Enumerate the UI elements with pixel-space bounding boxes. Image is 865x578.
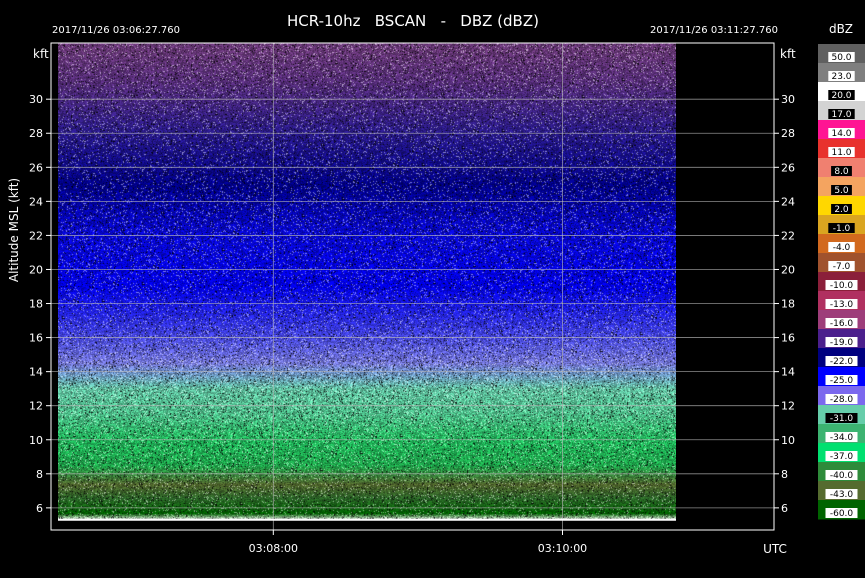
colorbar-label: -10.0 [830,281,854,291]
y-tick-label: 16 [29,332,43,345]
colorbar-label-bg [828,71,855,81]
chart-title: HCR-10hz BSCAN - DBZ (dBZ) [287,12,539,30]
x-unit-label: UTC [763,542,787,556]
y-tick-label: 12 [29,400,43,413]
colorbar-label-bg [828,147,855,157]
colorbar-label-bg [825,280,858,290]
colorbar-label-bg [825,394,858,404]
colorbar-label: 14.0 [831,129,851,139]
y-tick-label: 22 [781,229,795,242]
colorbar: 50.0 23.0 20.0 17.0 14.0 11.0 8.0 5.0 2.0 -1.0 -4.… [818,44,865,520]
y-tick-label: 20 [29,263,43,276]
y-tick-label: 26 [781,161,795,174]
y-tick-label: 24 [29,195,43,208]
y-tick-label: 6 [36,502,43,515]
y-tick-label: 30 [29,93,43,106]
colorbar-label-bg [825,508,858,518]
colorbar-label-bg [828,223,855,233]
y-tick-label: 18 [781,298,795,311]
y-axis-right: 6 8 10 12 14 16 18 20 22 24 26 28 30 [774,93,795,515]
start-time: 2017/11/26 03:06:27.760 [52,25,180,36]
colorbar-label-bg [825,432,858,442]
y-axis-left: 6 8 10 12 14 16 18 20 22 24 26 28 30 [29,93,51,515]
colorbar-label-bg [825,318,858,328]
colorbar-label-bg [825,489,858,499]
colorbar-label: -28.0 [830,395,854,405]
colorbar-label: -16.0 [830,319,854,329]
y-tick-label: 8 [781,468,788,481]
colorbar-label: -19.0 [830,338,854,348]
colorbar-label: -25.0 [830,376,854,386]
y-tick-label: 18 [29,298,43,311]
colorbar-title: dBZ [829,22,853,36]
y-tick-label: 14 [781,366,795,379]
colorbar-label: 5.0 [834,186,849,196]
y-tick-label: 14 [29,366,43,379]
y-tick-label: 28 [29,127,43,140]
colorbar-label: -7.0 [833,262,851,272]
colorbar-label-bg [831,166,852,176]
colorbar-label: 50.0 [831,53,851,63]
colorbar-label: -13.0 [830,300,854,310]
colorbar-label: 23.0 [831,72,851,82]
colorbar-label-bg [825,299,858,309]
colorbar-label: 20.0 [831,91,851,101]
y-tick-label: 8 [36,468,43,481]
colorbar-label: -40.0 [830,471,854,481]
colorbar-label-bg [828,261,855,271]
x-tick-label: 03:10:00 [538,542,587,555]
colorbar-label-bg [828,90,855,100]
y-unit-left: kft [33,47,49,61]
y-tick-label: 22 [29,229,43,242]
colorbar-label: -37.0 [830,452,854,462]
end-time: 2017/11/26 03:11:27.760 [650,25,778,36]
y-tick-label: 20 [781,263,795,276]
y-tick-label: 12 [781,400,795,413]
x-axis: 03:08:00 03:10:00 [249,530,587,555]
y-unit-right: kft [780,47,796,61]
y-tick-label: 26 [29,161,43,174]
colorbar-label-bg [828,52,855,62]
colorbar-label-bg [828,128,855,138]
grid-lines [51,43,774,530]
y-tick-label: 28 [781,127,795,140]
colorbar-label: 8.0 [834,167,849,177]
reflectivity-heatmap[interactable] [58,43,676,520]
colorbar-label-bg [831,185,852,195]
colorbar-label-bg [825,413,858,423]
y-tick-label: 6 [781,502,788,515]
y-tick-label: 30 [781,93,795,106]
y-axis-label: Altitude MSL (kft) [7,178,21,282]
colorbar-label-bg [825,470,858,480]
colorbar-label: -31.0 [830,414,854,424]
colorbar-label-bg [825,375,858,385]
colorbar-label: 11.0 [831,148,851,158]
colorbar-label: -22.0 [830,357,854,367]
colorbar-label-bg [825,451,858,461]
x-tick-label: 03:08:00 [249,542,298,555]
colorbar-label: 17.0 [831,110,851,120]
colorbar-label-bg [825,337,858,347]
colorbar-label-bg [825,356,858,366]
colorbar-label: -60.0 [830,509,854,519]
plot-frame [50,42,775,531]
colorbar-label: -1.0 [833,224,851,234]
y-tick-label: 16 [781,332,795,345]
colorbar-label: -43.0 [830,490,854,500]
y-tick-label: 10 [29,434,43,447]
colorbar-label-bg [828,242,855,252]
colorbar-label: -34.0 [830,433,854,443]
colorbar-label-bg [831,204,852,214]
colorbar-label-bg [828,109,855,119]
y-tick-label: 10 [781,434,795,447]
colorbar-label: -4.0 [833,243,851,253]
y-tick-label: 24 [781,195,795,208]
colorbar-label: 2.0 [834,205,849,215]
